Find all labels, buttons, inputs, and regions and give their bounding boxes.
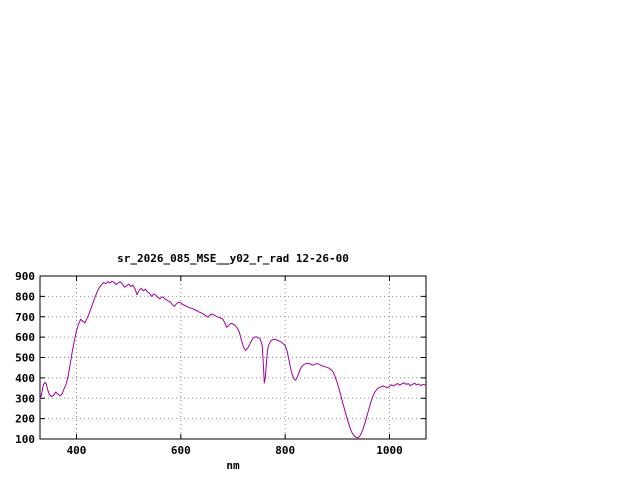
y-tick-label: 200 — [15, 413, 35, 426]
x-axis-label: nm — [226, 459, 240, 472]
y-tick-label: 300 — [15, 392, 35, 405]
y-tick-label: 600 — [15, 331, 35, 344]
y-tick-label: 400 — [15, 372, 35, 385]
y-tick-label: 900 — [15, 270, 35, 283]
spectrum-curve — [39, 280, 426, 439]
x-tick-label: 600 — [171, 444, 191, 457]
y-tick-label: 700 — [15, 311, 35, 324]
x-tick-label: 800 — [275, 444, 295, 457]
plot-border — [39, 275, 427, 440]
y-tick-label: 800 — [15, 290, 35, 303]
x-tick-label: 400 — [67, 444, 87, 457]
x-tick-label: 1000 — [376, 444, 403, 457]
y-tick-label: 500 — [15, 352, 35, 365]
chart-title: sr_2026_085_MSE__y02_r_rad 12-26-00 — [117, 252, 349, 265]
y-tick-label: 100 — [15, 433, 35, 446]
